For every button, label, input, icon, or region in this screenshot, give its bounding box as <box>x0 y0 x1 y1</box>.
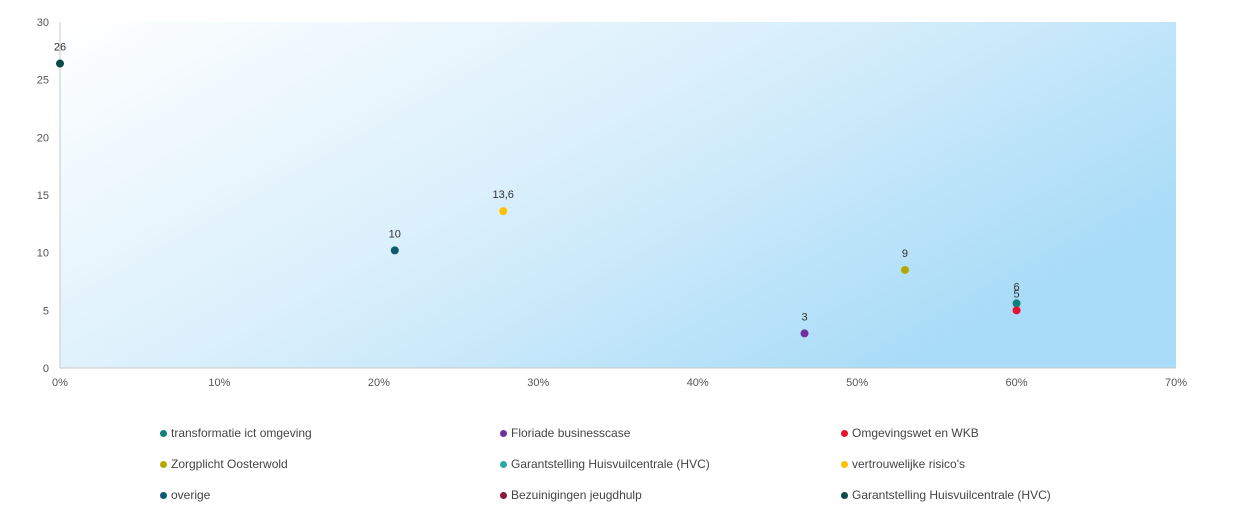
legend-swatch <box>160 429 167 437</box>
data-label: 9 <box>902 248 908 260</box>
legend-item[interactable]: Bezuinigingen jeugdhulp <box>500 486 642 504</box>
x-tick-label: 50% <box>846 377 868 389</box>
x-tick-label: 10% <box>208 377 230 389</box>
legend-label: Garantstelling Huisvuilcentrale (HVC) <box>511 457 710 471</box>
y-tick-label: 30 <box>37 17 49 29</box>
y-tick-label: 10 <box>37 248 49 260</box>
data-label: 26 <box>54 42 66 54</box>
data-points: 6 3 5 9 13,6 10 26 <box>54 42 1021 338</box>
data-point[interactable] <box>1012 306 1021 315</box>
data-point[interactable] <box>390 246 399 255</box>
data-point[interactable] <box>1012 299 1021 308</box>
legend-item[interactable]: overige <box>160 486 210 504</box>
data-point[interactable] <box>900 265 909 274</box>
legend-item[interactable]: Omgevingswet en WKB <box>841 424 979 442</box>
legend-swatch <box>841 491 848 499</box>
x-tick-label: 0% <box>52 377 68 389</box>
legend-item[interactable]: Garantstelling Huisvuilcentrale (HVC) <box>500 455 710 473</box>
x-tick-label: 20% <box>368 377 390 389</box>
legend-item[interactable]: transformatie ict omgeving <box>160 424 312 442</box>
legend-swatch <box>500 491 507 499</box>
legend-label: Garantstelling Huisvuilcentrale (HVC) <box>852 488 1051 502</box>
x-axis-ticks: 0% 10% 20% 30% 40% 50% 60% 70% <box>52 377 1187 389</box>
legend-label: vertrouwelijke risico's <box>852 457 965 471</box>
legend-item[interactable]: Floriade businesscase <box>500 424 630 442</box>
legend-label: overige <box>171 488 211 502</box>
legend-label: Zorgplicht Oosterwold <box>171 457 288 471</box>
legend-item[interactable]: Garantstelling Huisvuilcentrale (HVC) <box>841 486 1051 504</box>
legend-swatch <box>160 460 167 468</box>
legend-label: Bezuinigingen jeugdhulp <box>511 488 642 502</box>
data-point[interactable] <box>499 207 508 216</box>
plot-background <box>60 22 1176 368</box>
legend-swatch <box>500 460 507 468</box>
y-tick-label: 20 <box>37 132 49 144</box>
legend-item[interactable]: vertrouwelijke risico's <box>841 455 965 473</box>
legend-swatch <box>160 491 167 499</box>
legend-label: transformatie ict omgeving <box>171 426 312 440</box>
x-tick-label: 30% <box>527 377 549 389</box>
data-point[interactable] <box>56 59 64 68</box>
y-tick-label: 5 <box>43 305 49 317</box>
legend-swatch <box>841 429 848 437</box>
legend: transformatie ict omgeving Floriade busin… <box>160 424 1160 524</box>
legend-item[interactable]: Zorgplicht Oosterwold <box>160 455 288 473</box>
x-tick-label: 60% <box>1006 377 1028 389</box>
y-axis-ticks: 0 5 10 15 20 25 30 <box>37 17 49 375</box>
legend-label: Floriade businesscase <box>511 426 631 440</box>
data-point[interactable] <box>800 329 809 338</box>
y-tick-label: 0 <box>43 363 49 375</box>
x-tick-label: 40% <box>687 377 709 389</box>
y-tick-label: 15 <box>37 190 49 202</box>
legend-swatch <box>841 460 848 468</box>
data-label: 5 <box>1014 288 1020 300</box>
data-label: 10 <box>389 228 401 240</box>
data-label: 13,6 <box>493 189 514 201</box>
legend-swatch <box>500 429 507 437</box>
data-label: 6 <box>1014 281 1020 293</box>
x-tick-label: 70% <box>1165 377 1187 389</box>
chart-plot: 0 5 10 15 20 25 30 0% 10% 20% 30% 40% 50% 60% 70% 6 3 5… <box>37 17 1187 389</box>
y-tick-label: 25 <box>37 75 49 87</box>
legend-label: Omgevingswet en WKB <box>852 426 979 440</box>
data-label: 3 <box>801 311 807 323</box>
